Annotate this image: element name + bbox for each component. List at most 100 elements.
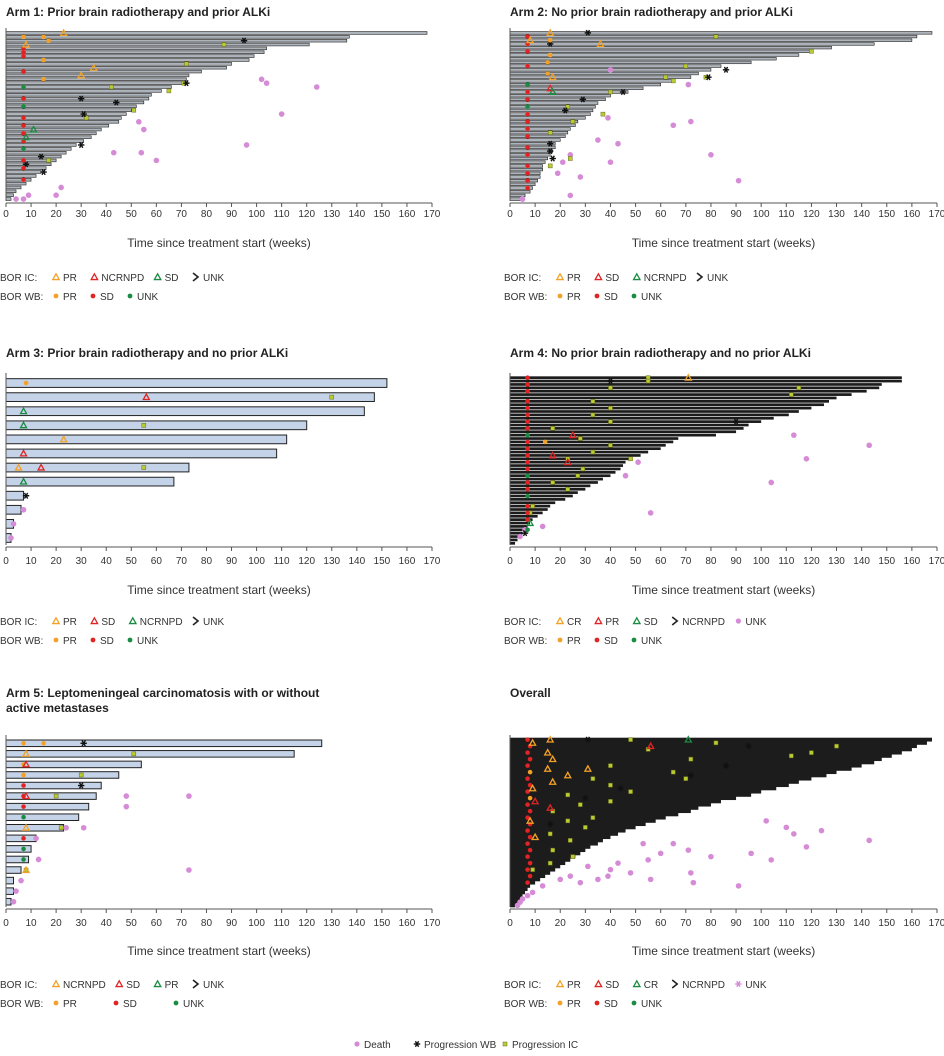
death-marker <box>647 510 654 516</box>
bar <box>5 378 388 388</box>
x-tick-label: 140 <box>853 209 870 220</box>
bar <box>510 893 523 898</box>
progression-wb-legend-symbol <box>413 1040 421 1048</box>
progression-ic-marker <box>590 449 596 455</box>
progression-wb-marker-stroke <box>184 80 189 87</box>
x-tick-label: 70 <box>680 209 692 220</box>
bar <box>510 890 526 895</box>
progression-ic-marker <box>683 776 689 781</box>
bar <box>509 145 556 150</box>
bar <box>509 131 569 135</box>
bor-ic-marker <box>548 777 557 785</box>
death-marker <box>567 873 574 879</box>
legend-ic-symbol <box>671 979 679 989</box>
death-marker <box>524 892 531 899</box>
bor-wb-marker <box>547 52 553 58</box>
bor-wb-marker <box>527 847 533 853</box>
death-marker <box>243 142 250 148</box>
legend-wb-label: SD <box>604 999 618 1010</box>
progression-ic-marker <box>131 751 137 757</box>
x-tick-label: 140 <box>348 209 365 220</box>
death-marker <box>783 824 790 831</box>
death-marker <box>13 196 19 202</box>
bar <box>510 822 646 827</box>
bor-ic-marker <box>19 449 28 457</box>
panel-title-line2: active metastases <box>6 701 109 715</box>
bar <box>510 796 737 801</box>
bar <box>5 112 127 116</box>
bor-ic-marker <box>546 735 555 743</box>
bar <box>5 139 84 143</box>
death-marker <box>768 857 775 863</box>
death-marker <box>63 824 69 831</box>
x-tick-label: 150 <box>878 209 895 220</box>
x-tick-label: 80 <box>201 918 213 929</box>
bor-wb-marker <box>525 737 530 742</box>
bor-wb-marker <box>21 804 26 809</box>
x-tick-label: 80 <box>201 209 213 220</box>
bar <box>510 484 591 488</box>
x-tick-label: 150 <box>374 556 391 567</box>
bor-ic-marker <box>36 463 46 471</box>
bor-wb-marker <box>525 82 530 87</box>
death-marker <box>605 873 611 879</box>
x-axis-label: Time since treatment start (weeks) <box>632 236 816 250</box>
bar <box>5 38 348 43</box>
progression-wb-marker-stroke <box>41 168 46 176</box>
x-tick-label: 80 <box>705 556 717 567</box>
bar <box>5 866 22 874</box>
x-tick-label: 20 <box>51 918 63 929</box>
death-marker <box>615 140 621 147</box>
x-tick-label: 0 <box>507 918 513 929</box>
bor-ic-marker <box>89 63 98 71</box>
legend-ic-symbol <box>735 980 742 988</box>
death-marker <box>685 81 692 88</box>
legend-ic-symbol <box>555 616 565 625</box>
x-tick-label: 130 <box>323 209 340 220</box>
bar <box>510 474 611 478</box>
bar <box>5 170 42 174</box>
bar <box>510 393 852 396</box>
death-marker <box>514 902 521 909</box>
x-tick-label: 130 <box>828 209 845 220</box>
legend-ic-heading: BOR IC: <box>504 980 541 991</box>
bor-wb-marker <box>21 165 26 171</box>
bar <box>509 38 913 42</box>
death-marker <box>803 844 810 850</box>
death-marker <box>557 876 564 883</box>
death-marker <box>25 192 32 199</box>
bar <box>5 490 25 501</box>
x-tick-label: 160 <box>904 918 921 929</box>
bor-wb-marker <box>21 115 26 121</box>
bar <box>509 112 591 116</box>
x-tick-label: 0 <box>507 556 513 567</box>
bar <box>5 89 162 93</box>
progression-wb-marker-stroke <box>81 110 86 118</box>
progression-ic-marker <box>550 480 555 485</box>
death-marker <box>635 459 641 465</box>
bar <box>509 134 566 138</box>
progression-ic-marker <box>547 163 553 169</box>
bar <box>509 153 551 157</box>
x-tick-label: 30 <box>76 556 88 567</box>
bor-ic-marker <box>546 83 555 92</box>
bar <box>510 403 824 407</box>
bar <box>509 149 554 153</box>
bor-wb-marker <box>525 480 530 485</box>
legend-wb-heading: BOR WB: <box>0 636 43 647</box>
legend-wb-symbol <box>631 293 637 299</box>
legend-ic-label: UNK <box>203 980 224 991</box>
bor-ic-marker <box>543 764 552 772</box>
legend-ic-symbol <box>192 616 200 626</box>
x-tick-label: 90 <box>226 209 238 220</box>
x-tick-label: 0 <box>3 209 9 220</box>
bar <box>510 744 917 749</box>
bor-wb-marker <box>21 104 26 109</box>
bor-ic-marker <box>596 39 605 47</box>
progression-wb-marker <box>579 96 587 103</box>
legend-ic-symbol <box>632 979 642 988</box>
x-tick-label: 30 <box>580 918 592 929</box>
progression-ic-marker <box>834 743 839 749</box>
bar <box>509 182 536 186</box>
progression-wb-marker-stroke <box>547 147 553 155</box>
